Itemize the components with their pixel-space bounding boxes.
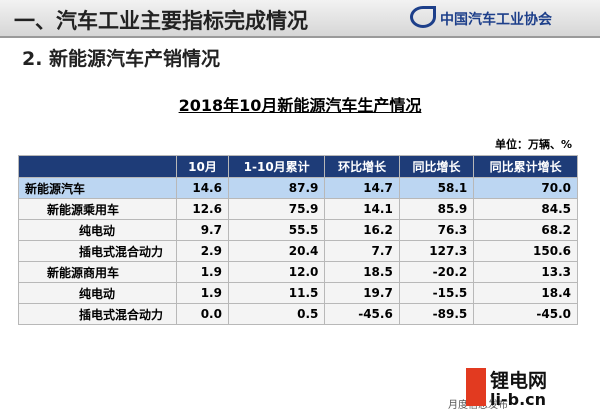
column-header: 同比增长 — [398, 155, 475, 178]
cell: -45.6 — [324, 303, 400, 325]
cell: 7.7 — [324, 240, 400, 262]
cell: 14.7 — [324, 177, 400, 199]
cell: 16.2 — [324, 219, 400, 241]
table-row: 插电式混合动力 2.9 20.4 7.7 127.3 150.6 — [18, 240, 578, 262]
corner — [18, 155, 177, 178]
header-bar — [0, 0, 600, 38]
row-label: 新能源乘用车 — [18, 198, 177, 220]
cell: 20.4 — [227, 240, 326, 262]
table-row: 新能源商用车 1.9 12.0 18.5 -20.2 13.3 — [18, 261, 578, 283]
cell: -20.2 — [398, 261, 475, 283]
table-row: 插电式混合动力 0.0 0.5 -45.6 -89.5 -45.0 — [18, 303, 578, 325]
cell: -15.5 — [398, 282, 475, 304]
logo-mark — [410, 6, 436, 28]
row-label: 新能源商用车 — [18, 261, 177, 283]
header-title: 一、汽车工业主要指标完成情况 — [14, 9, 308, 33]
cell: -45.0 — [473, 303, 578, 325]
cell: 14.1 — [324, 198, 400, 220]
header-row: 10月 1-10月累计 环比增长 同比增长 同比累计增长 — [18, 155, 578, 178]
cell: 12.0 — [227, 261, 326, 283]
cell: 2.9 — [176, 240, 229, 262]
cell: 18.5 — [324, 261, 400, 283]
cell: 9.7 — [176, 219, 229, 241]
row-label: 纯电动 — [18, 219, 177, 241]
cell: 0.5 — [227, 303, 326, 325]
table-row: 纯电动 9.7 55.5 16.2 76.3 68.2 — [18, 219, 578, 241]
unit-note: 单位：万辆、% — [494, 138, 572, 151]
cell: 150.6 — [473, 240, 578, 262]
data-table: 10月 1-10月累计 环比增长 同比增长 同比累计增长 新能源汽车 14.6 87.9 14… — [18, 155, 578, 325]
cell: 14.6 — [176, 177, 229, 199]
column-header: 环比增长 — [324, 155, 400, 178]
row-label: 插电式混合动力 — [18, 303, 177, 325]
table-row: 纯电动 1.9 11.5 19.7 -15.5 18.4 — [18, 282, 578, 304]
row-label: 新能源汽车 — [18, 177, 177, 199]
cell: 84.5 — [473, 198, 578, 220]
cell: 18.4 — [473, 282, 578, 304]
cell: 1.9 — [176, 261, 229, 283]
table-row: 新能源汽车 14.6 87.9 14.7 58.1 70.0 — [18, 177, 578, 199]
cell: 87.9 — [227, 177, 326, 199]
cell: 11.5 — [227, 282, 326, 304]
column-header: 1-10月累计 — [227, 155, 326, 178]
cell: -89.5 — [398, 303, 475, 325]
logo-text: 中国汽车工业协会 — [440, 12, 552, 28]
table-title: 2018年10月新能源汽车生产情况 — [178, 96, 422, 115]
cell: 58.1 — [398, 177, 475, 199]
cell: 1.9 — [176, 282, 229, 304]
cell: 12.6 — [176, 198, 229, 220]
cell: 68.2 — [473, 219, 578, 241]
cell: 75.9 — [227, 198, 326, 220]
cell: 0.0 — [176, 303, 229, 325]
section-title: 2. 新能源汽车产销情况 — [22, 48, 221, 70]
row-label: 插电式混合动力 — [18, 240, 177, 262]
watermark-name: 锂电网 — [490, 370, 548, 392]
column-header: 同比累计增长 — [473, 155, 578, 178]
table-row: 新能源乘用车 12.6 75.9 14.1 85.9 84.5 — [18, 198, 578, 220]
cell: 13.3 — [473, 261, 578, 283]
cell: 127.3 — [398, 240, 475, 262]
row-label: 纯电动 — [18, 282, 177, 304]
cell: 85.9 — [398, 198, 475, 220]
watermark-url: li-b.cn — [490, 390, 547, 409]
watermark-icon — [466, 368, 486, 406]
cell: 70.0 — [473, 177, 578, 199]
cell: 19.7 — [324, 282, 400, 304]
column-header: 10月 — [176, 155, 229, 178]
cell: 76.3 — [398, 219, 475, 241]
cell: 55.5 — [227, 219, 326, 241]
